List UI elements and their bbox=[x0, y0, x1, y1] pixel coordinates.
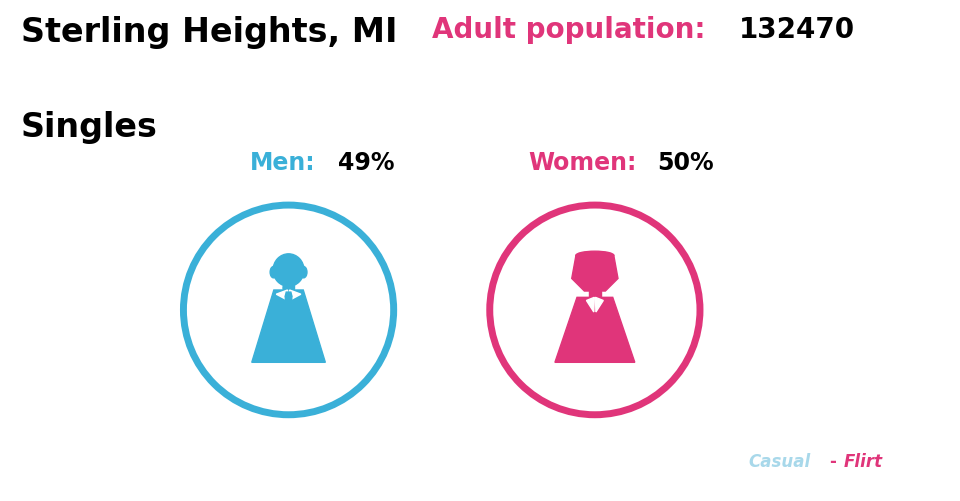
Text: 50%: 50% bbox=[657, 151, 713, 175]
Text: Adult population:: Adult population: bbox=[432, 17, 706, 44]
Polygon shape bbox=[595, 298, 603, 313]
Ellipse shape bbox=[273, 255, 304, 287]
Text: Flirt: Flirt bbox=[844, 452, 883, 470]
Text: Women:: Women: bbox=[528, 151, 636, 175]
Text: 132470: 132470 bbox=[738, 17, 854, 44]
Polygon shape bbox=[289, 291, 300, 301]
Polygon shape bbox=[252, 291, 325, 363]
Text: Sterling Heights, MI: Sterling Heights, MI bbox=[20, 17, 397, 49]
Text: Casual: Casual bbox=[748, 452, 810, 470]
Polygon shape bbox=[285, 293, 292, 297]
Text: -: - bbox=[829, 452, 836, 470]
Ellipse shape bbox=[283, 283, 294, 294]
Ellipse shape bbox=[270, 267, 277, 278]
Text: 49%: 49% bbox=[338, 151, 395, 175]
Text: Men:: Men: bbox=[251, 151, 316, 175]
Ellipse shape bbox=[576, 252, 613, 260]
Text: Singles: Singles bbox=[20, 111, 157, 144]
Polygon shape bbox=[572, 256, 618, 292]
Polygon shape bbox=[587, 298, 594, 313]
Polygon shape bbox=[276, 291, 288, 301]
Polygon shape bbox=[589, 292, 601, 298]
Polygon shape bbox=[285, 297, 292, 321]
Ellipse shape bbox=[300, 267, 307, 278]
FancyBboxPatch shape bbox=[283, 285, 294, 290]
Polygon shape bbox=[555, 298, 635, 363]
